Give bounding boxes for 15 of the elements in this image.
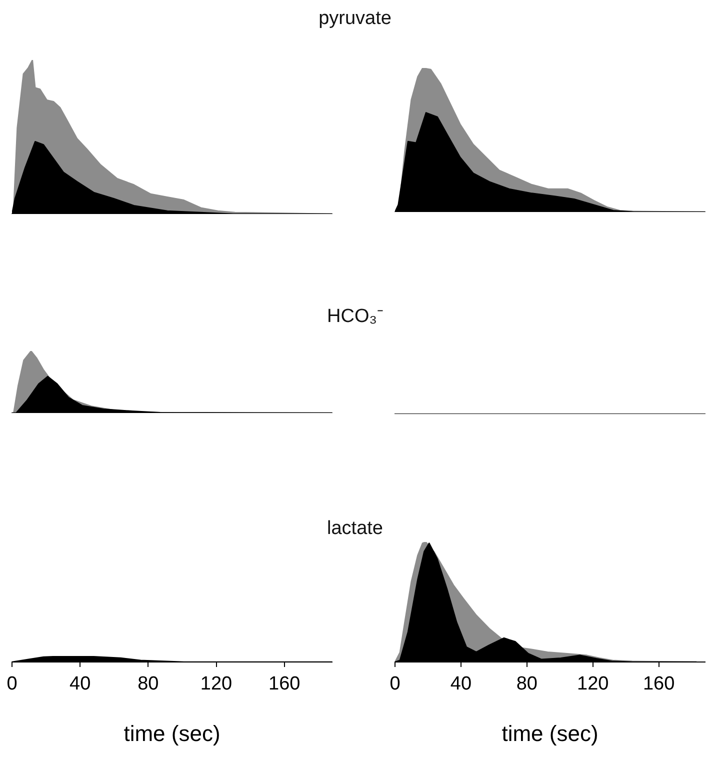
x-tick-label: 160 xyxy=(642,674,675,695)
x-tick-label: 160 xyxy=(268,674,300,695)
x-axis-title: time (sec) xyxy=(502,720,598,746)
chart-title: HCO₃⁻ xyxy=(327,305,383,328)
chart-title: pyruvate xyxy=(318,8,392,30)
x-tick-label: 120 xyxy=(577,674,609,695)
x-axis-title: time (sec) xyxy=(124,720,220,746)
x-tick-label: 0 xyxy=(6,674,18,695)
x-tick-label: 80 xyxy=(516,674,538,695)
x-tick-label: 40 xyxy=(450,674,472,695)
x-tick-label: 80 xyxy=(138,674,159,695)
x-tick-label: 0 xyxy=(390,674,400,695)
x-tick-label: 120 xyxy=(200,674,232,695)
x-tick-label: 40 xyxy=(70,674,91,695)
chart-title: lactate xyxy=(327,518,383,540)
